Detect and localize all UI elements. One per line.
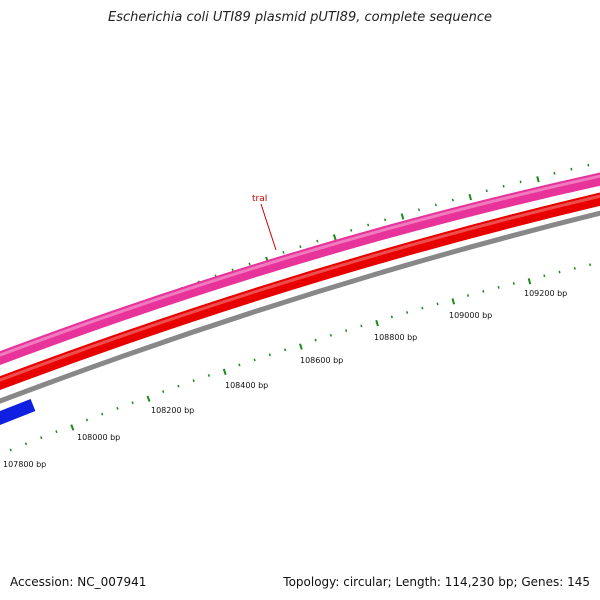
tick-mark	[587, 163, 590, 167]
tick-mark	[282, 250, 285, 254]
tick-mark	[253, 358, 256, 362]
tick-mark	[284, 348, 287, 352]
scale-label: 109200 bp	[524, 289, 567, 298]
tick-mark	[589, 263, 592, 267]
feature-track-red-highlight	[0, 194, 600, 382]
tick-mark	[512, 282, 515, 285]
tick-mark	[268, 353, 271, 357]
tick-mark	[85, 418, 89, 422]
tick-mark	[231, 268, 234, 272]
tick-mark	[482, 290, 485, 293]
tick-mark	[116, 406, 119, 410]
tick-mark	[316, 239, 319, 243]
tick-mark	[222, 368, 227, 375]
scale-label: 107800 bp	[3, 460, 46, 469]
gene-label-trai: traI	[252, 194, 267, 204]
tick-mark	[375, 319, 379, 327]
scale-label: 108600 bp	[300, 356, 343, 365]
tick-mark	[570, 167, 573, 171]
tick-mark	[177, 384, 180, 388]
tick-mark	[573, 266, 576, 270]
tick-mark	[536, 176, 540, 183]
tick-mark	[451, 298, 456, 305]
tick-mark	[467, 294, 470, 297]
feature-track-pink-highlight	[0, 174, 600, 357]
tick-mark	[345, 329, 348, 333]
tick-mark	[248, 262, 251, 266]
tick-mark	[502, 184, 505, 188]
tick-mark	[485, 189, 488, 193]
tick-mark	[299, 245, 302, 249]
tick-mark	[192, 379, 195, 383]
tick-mark	[406, 311, 409, 314]
scale-label: 108400 bp	[225, 381, 268, 390]
tick-mark	[367, 223, 370, 227]
tick-mark	[299, 343, 303, 350]
map-title: Escherichia coli UTI89 plasmid pUTI89, c…	[108, 10, 492, 25]
tick-mark	[553, 171, 556, 175]
tick-mark	[40, 436, 43, 440]
tick-mark	[101, 412, 104, 416]
tick-mark	[390, 315, 393, 319]
tick-mark	[543, 274, 546, 278]
scale-label: 108000 bp	[77, 433, 120, 442]
tick-mark	[146, 395, 151, 402]
tick-mark	[238, 363, 241, 367]
gene-label-pointer	[260, 203, 277, 251]
tick-mark	[24, 442, 28, 446]
feature-track-red	[0, 192, 600, 391]
scale-label: 108800 bp	[374, 333, 417, 342]
tick-mark	[131, 401, 134, 405]
tick-mark	[162, 390, 165, 394]
tick-mark	[421, 306, 424, 310]
tick-mark	[468, 193, 472, 201]
feature-block-blue	[0, 398, 36, 426]
tick-mark	[55, 430, 58, 434]
backbone-track	[0, 210, 600, 404]
tick-mark	[436, 302, 439, 306]
tick-mark	[207, 373, 211, 377]
tick-mark	[332, 234, 337, 241]
tick-mark	[527, 278, 532, 285]
tick-mark	[360, 324, 363, 328]
tick-mark	[497, 285, 500, 289]
tick-mark	[329, 333, 332, 337]
tick-mark	[70, 424, 75, 431]
tick-mark	[519, 180, 522, 184]
tick-mark	[314, 338, 317, 342]
scale-tick-row	[9, 263, 592, 452]
scale-labels: 107800 bp 108000 bp 108200 bp 108400 bp 1086…	[3, 289, 567, 469]
tick-mark	[417, 208, 421, 212]
scale-label: 108200 bp	[151, 406, 194, 415]
tick-mark	[9, 448, 12, 452]
accession-text: Accession: NC_007941	[10, 575, 147, 589]
tick-mark	[400, 213, 405, 220]
tick-mark	[384, 218, 387, 222]
tick-mark	[434, 203, 437, 207]
tick-mark	[350, 228, 353, 232]
summary-text: Topology: circular; Length: 114,230 bp; …	[283, 575, 590, 589]
tick-mark	[558, 270, 561, 274]
scale-label: 109000 bp	[449, 311, 492, 320]
feature-track-pink	[0, 172, 600, 366]
tick-mark	[451, 198, 454, 202]
